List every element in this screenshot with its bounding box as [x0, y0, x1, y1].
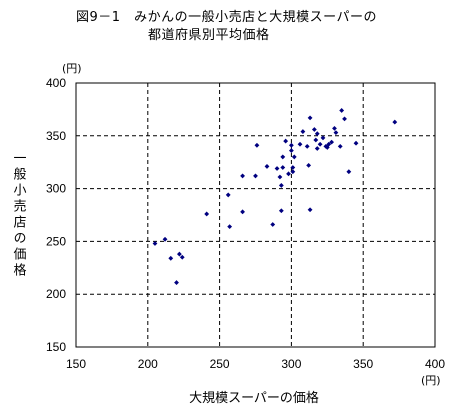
- data-point: [304, 143, 310, 149]
- data-point: [162, 236, 168, 242]
- data-point: [289, 148, 294, 153]
- data-point: [332, 126, 337, 131]
- data-point: [311, 127, 317, 132]
- x-tick-label: 250: [210, 357, 230, 371]
- data-point: [283, 138, 289, 144]
- data-point: [314, 146, 320, 151]
- data-point: [204, 211, 210, 217]
- data-point: [240, 173, 245, 179]
- y-tick-label: 350: [46, 129, 66, 143]
- x-tick-label: 400: [425, 357, 445, 371]
- y-tick-labels: 150 200 250 300 350 400: [46, 76, 66, 354]
- data-point: [240, 209, 245, 215]
- data-point: [353, 140, 359, 146]
- data-point: [392, 119, 398, 125]
- data-point: [278, 208, 284, 214]
- data-point: [152, 241, 158, 246]
- x-axis-unit: (円): [421, 374, 441, 387]
- y-tick-label: 250: [46, 234, 66, 248]
- data-point: [280, 154, 286, 160]
- data-point: [176, 251, 182, 257]
- data-point: [264, 164, 270, 169]
- plot-area: [75, 82, 436, 348]
- x-tick-label: 150: [66, 357, 86, 371]
- data-point: [290, 165, 296, 170]
- data-point: [274, 166, 280, 171]
- data-point: [313, 137, 319, 143]
- data-point: [339, 108, 345, 113]
- data-point: [346, 169, 352, 175]
- x-tick-label: 350: [353, 357, 373, 371]
- data-point: [329, 139, 335, 145]
- x-axis-label: 大規模スーパーの価格: [189, 390, 319, 406]
- data-point: [307, 207, 313, 213]
- data-point: [174, 280, 179, 285]
- data-point: [277, 174, 283, 180]
- data-point: [333, 130, 339, 136]
- data-point: [286, 171, 291, 177]
- data-point: [225, 192, 231, 198]
- y-tick-label: 200: [46, 287, 66, 301]
- data-point: [168, 255, 174, 261]
- data-point: [320, 135, 326, 141]
- data-point: [297, 141, 303, 147]
- data-point: [337, 143, 343, 149]
- data-point: [179, 254, 185, 260]
- data-point: [227, 224, 233, 230]
- data-point: [306, 162, 312, 168]
- x-tick-label: 200: [138, 357, 158, 371]
- data-point: [291, 154, 297, 160]
- x-tick-labels: 150 200 250 300 350 400: [66, 357, 445, 371]
- data-point: [290, 169, 296, 175]
- data-point: [278, 183, 284, 188]
- data-point: [253, 173, 258, 179]
- data-point: [280, 165, 286, 170]
- data-point: [307, 115, 313, 121]
- chart-title-line1: 図9－1 みかんの一般小売店と大規模スーパーの: [76, 10, 377, 25]
- y-tick-label: 400: [46, 76, 66, 90]
- data-point: [314, 131, 320, 137]
- data-point: [254, 142, 260, 148]
- y-tick-label: 150: [46, 340, 66, 354]
- data-point: [300, 129, 306, 134]
- y-tick-label: 300: [46, 182, 66, 196]
- data-point: [326, 141, 332, 147]
- grid-lines: [76, 83, 435, 347]
- chart-title-line2: 都道府県別平均価格: [148, 28, 270, 43]
- data-point: [289, 142, 294, 148]
- data-point: [270, 222, 276, 227]
- data-points: [152, 108, 398, 285]
- x-tick-label: 300: [281, 357, 301, 371]
- y-axis-unit: (円): [62, 62, 82, 75]
- y-axis-label: 一般小売店の価格: [11, 151, 27, 279]
- data-point: [342, 116, 347, 122]
- data-point: [317, 141, 323, 147]
